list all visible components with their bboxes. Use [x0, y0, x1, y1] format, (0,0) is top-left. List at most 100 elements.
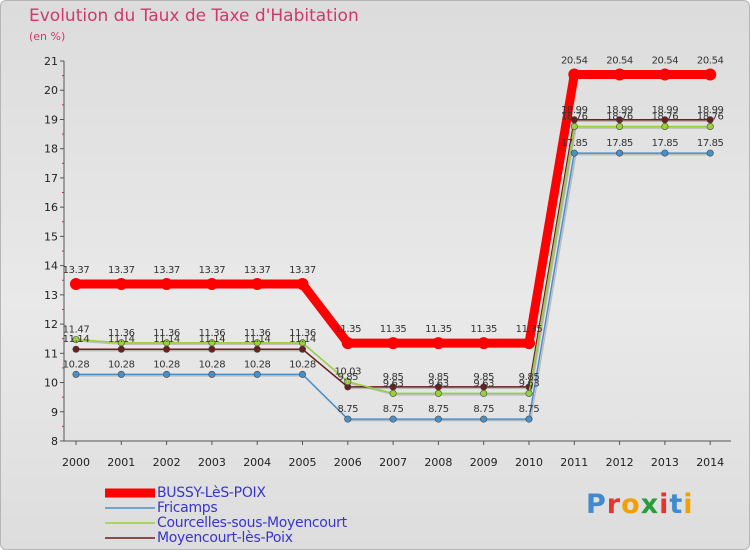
data-labels: 11.14 11.14 11.14 11.14 11.14 11.149.85 9.85 9.…	[63, 55, 724, 415]
data-point	[616, 122, 624, 130]
data-point	[253, 370, 261, 378]
legend-item-bussy[interactable]: BUSSY-LèS-POIX	[105, 485, 465, 501]
data-label: 13.37	[199, 265, 226, 276]
logo-letter: r	[606, 489, 622, 520]
y-tick-label: 8	[51, 435, 58, 448]
data-label: 9.63	[473, 378, 494, 389]
data-label: 10.28	[289, 359, 316, 370]
data-label: 10.28	[199, 359, 226, 370]
proxiti-logo: Proxiti	[586, 489, 694, 520]
y-tick-label: 14	[44, 260, 58, 273]
data-label: 11.36	[153, 328, 180, 339]
data-point	[706, 122, 714, 130]
data-label: 11.35	[516, 324, 543, 335]
data-point	[298, 345, 306, 353]
x-tick-label: 2000	[62, 456, 90, 469]
data-point	[570, 149, 578, 157]
data-point	[208, 339, 216, 347]
data-label: 13.37	[63, 265, 90, 276]
data-point	[208, 370, 216, 378]
data-point	[72, 345, 80, 353]
x-tick-label: 2003	[198, 456, 226, 469]
y-tick-label: 19	[44, 113, 58, 126]
data-point	[568, 68, 581, 81]
logo-letter: o	[621, 489, 641, 520]
data-label: 11.36	[244, 328, 271, 339]
data-label: 11.14	[289, 334, 316, 345]
data-label: 18.76	[697, 111, 724, 122]
data-point	[616, 149, 624, 157]
data-label: 18.99	[697, 105, 724, 116]
data-label: 18.99	[561, 105, 588, 116]
x-tick-label: 2005	[289, 456, 317, 469]
data-label: 18.99	[652, 105, 679, 116]
data-label: 11.14	[108, 334, 135, 345]
data-label: 8.75	[337, 404, 358, 415]
data-label: 9.85	[337, 372, 358, 383]
data-point	[706, 116, 714, 124]
legend-item-courcelles[interactable]: Courcelles-sous-Moyencourt	[105, 515, 465, 531]
data-point	[389, 415, 397, 423]
data-label: 13.37	[244, 265, 271, 276]
data-label: 9.85	[473, 372, 494, 383]
data-point	[661, 122, 669, 130]
y-tick-label: 16	[44, 201, 58, 214]
legend-label-bussy: BUSSY-LèS-POIX	[157, 485, 266, 501]
series-moyencourt-l-s-poix	[72, 116, 714, 391]
legend-item-moyencourt[interactable]: Moyencourt-lès-Poix	[105, 530, 465, 546]
x-tick-label: 2002	[153, 456, 181, 469]
data-label: 11.14	[199, 334, 226, 345]
data-label: 9.63	[428, 378, 449, 389]
data-label: 20.54	[652, 55, 679, 66]
data-point	[706, 149, 714, 157]
data-point	[163, 370, 171, 378]
data-point	[344, 378, 352, 386]
unit-label: (en %)	[29, 30, 66, 43]
data-point	[432, 337, 445, 350]
data-label: 17.85	[652, 138, 679, 149]
logo-letter: t	[669, 489, 684, 520]
data-label: 8.75	[383, 404, 404, 415]
data-label: 10.28	[244, 359, 271, 370]
data-point	[434, 415, 442, 423]
data-point	[208, 345, 216, 353]
y-tick-label: 18	[44, 143, 58, 156]
y-tick-label: 12	[44, 318, 58, 331]
data-label: 11.35	[334, 324, 361, 335]
y-tick-label: 10	[44, 377, 58, 390]
legend: BUSSY-LèS-POIX Fricamps Courcelles-sous-…	[105, 485, 465, 546]
data-label: 11.36	[108, 328, 135, 339]
x-tick-label: 2008	[424, 456, 452, 469]
axes: 8 9 10 11 12 13 14 15 16 17 18 19 20 21 2000 2001 2002 20…	[44, 55, 731, 469]
y-tick-label: 13	[44, 289, 58, 302]
y-tick-label: 21	[44, 55, 58, 68]
data-label: 9.85	[383, 372, 404, 383]
logo-letter: x	[640, 489, 660, 520]
x-tick-label: 2014	[696, 456, 724, 469]
legend-swatch-bussy	[105, 488, 155, 498]
data-point	[117, 345, 125, 353]
data-label: 11.47	[63, 325, 90, 336]
data-point	[117, 339, 125, 347]
y-tick-label: 20	[44, 84, 58, 97]
data-point	[344, 415, 352, 423]
x-tick-label: 2009	[470, 456, 498, 469]
data-label: 10.28	[153, 359, 180, 370]
data-point	[163, 345, 171, 353]
data-label: 11.36	[199, 328, 226, 339]
logo-letter: i	[659, 489, 670, 520]
series-courcelles-sous-moyencourt	[72, 122, 714, 397]
chart-title: Evolution du Taux de Taxe d'Habitation	[29, 6, 359, 26]
data-label: 11.35	[425, 324, 452, 335]
legend-item-fricamps[interactable]: Fricamps	[105, 500, 465, 516]
data-label: 11.35	[470, 324, 497, 335]
data-point	[661, 116, 669, 124]
y-tick-label: 11	[44, 347, 58, 360]
data-label: 18.99	[606, 105, 633, 116]
data-point	[205, 278, 218, 291]
data-point	[387, 337, 400, 350]
x-tick-label: 2004	[243, 456, 271, 469]
series-fricamps	[72, 149, 714, 423]
legend-swatch-courcelles	[105, 522, 155, 524]
